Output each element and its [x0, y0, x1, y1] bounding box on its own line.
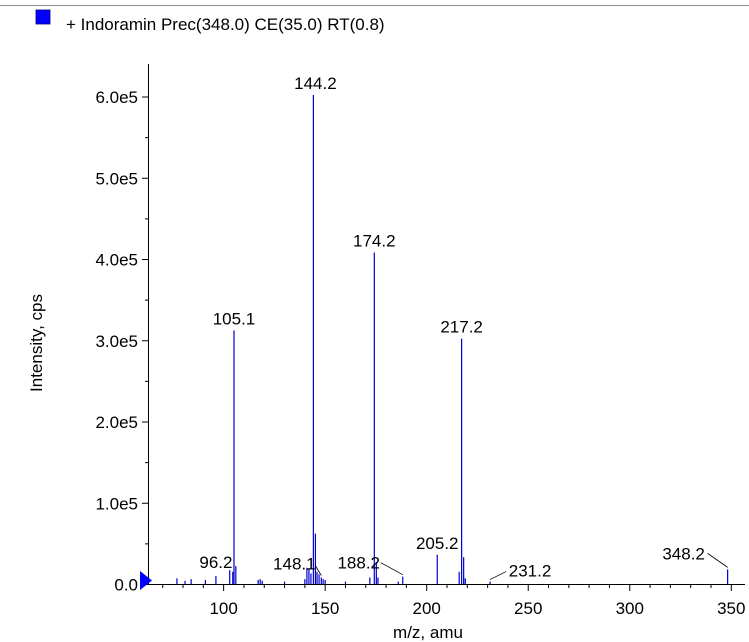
- x-tick-label: 300: [616, 599, 644, 618]
- y-ticks: 0.0 1.0e5 2.0e5 3.0e5 4.0e5 5.0e5 6.0e5: [95, 88, 148, 595]
- peak-label-leader: [380, 562, 403, 576]
- peak-label: 105.1: [213, 310, 256, 329]
- y-axis: 0.0 1.0e5 2.0e5 3.0e5 4.0e5 5.0e5 6.0e5 Intens…: [27, 64, 149, 595]
- x-tick-label: 350: [717, 599, 745, 618]
- x-tick-label: 200: [413, 599, 441, 618]
- y-tick-label: 2.0e5: [95, 413, 138, 432]
- y-axis-label: Intensity, cps: [27, 294, 46, 392]
- y-tick-label: 1.0e5: [95, 494, 138, 513]
- peak-label-leader: [314, 565, 322, 576]
- y-tick-label: 5.0e5: [95, 169, 138, 188]
- y-tick-label: 6.0e5: [95, 88, 138, 107]
- peak-label: 205.2: [416, 534, 459, 553]
- peak-label: 174.2: [353, 232, 396, 251]
- legend-swatch: [35, 9, 51, 25]
- peak-label: 348.2: [662, 544, 705, 563]
- peak-label: 231.2: [509, 562, 552, 581]
- leaders-layer: [314, 553, 728, 580]
- peak-label-leader: [707, 553, 728, 568]
- y-tick-label: 4.0e5: [95, 251, 138, 270]
- x-tick-label: 250: [514, 599, 542, 618]
- peak-label: 188.2: [337, 554, 380, 573]
- x-tick-label: 150: [311, 599, 339, 618]
- peaks-layer: [176, 94, 729, 584]
- y-tick-label: 0.0: [114, 576, 138, 595]
- peak-label: 148.1: [273, 555, 316, 574]
- annotations-layer: 144.2 174.2 105.1 217.2 205.2 96.2 148.1 188.2 2…: [199, 74, 705, 581]
- peak-label-leader: [489, 571, 507, 580]
- x-ticks: 100 150 200 250 300 350: [162, 584, 745, 618]
- chart-title: + Indoramin Prec(348.0) CE(35.0) RT(0.8): [66, 15, 385, 34]
- y-tick-label: 3.0e5: [95, 332, 138, 351]
- peak-label: 96.2: [199, 553, 232, 572]
- legend: + Indoramin Prec(348.0) CE(35.0) RT(0.8): [35, 9, 385, 34]
- baseline-marker-icon: [140, 571, 152, 590]
- plot-area: 144.2 174.2 105.1 217.2 205.2 96.2 148.1 188.2 2…: [176, 74, 729, 584]
- x-tick-label: 100: [209, 599, 237, 618]
- x-axis: 100 150 200 250 300 350 m/z, amu: [148, 584, 745, 642]
- peak-label: 217.2: [440, 318, 483, 337]
- x-axis-label: m/z, amu: [393, 623, 463, 642]
- peak-label: 144.2: [294, 74, 337, 93]
